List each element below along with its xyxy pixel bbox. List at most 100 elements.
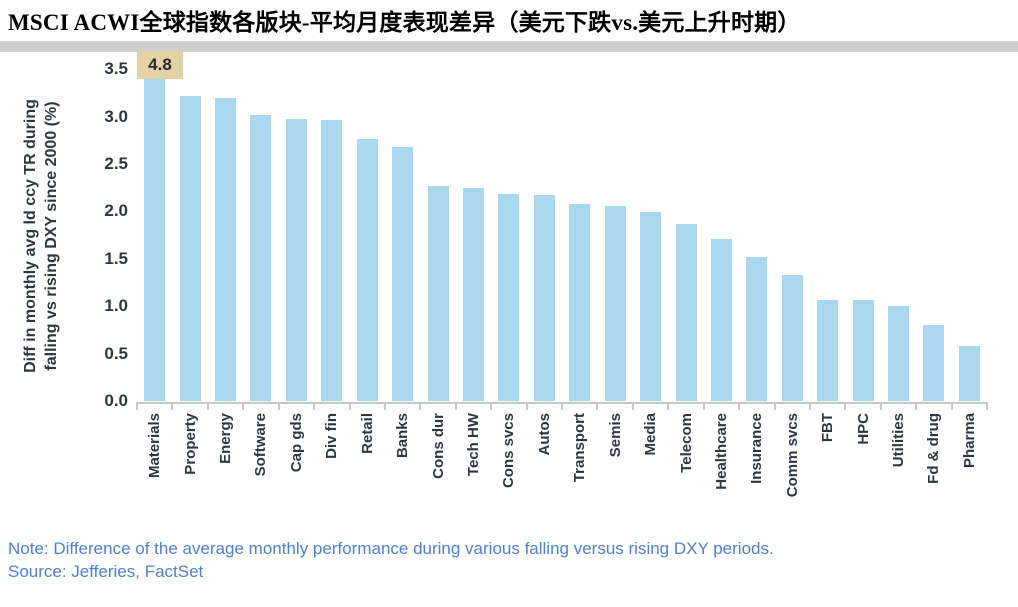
y-tick-label: 2.0 [104, 201, 128, 221]
bar [817, 299, 839, 401]
x-category-cell: Energy [208, 413, 243, 464]
x-category-label: Insurance [748, 413, 766, 484]
x-category-label: Cons dur [429, 413, 447, 479]
source-text: Source: Jefferies, FactSet [8, 562, 204, 581]
x-category-cell: FBT [810, 413, 845, 442]
x-category-label: HPC [854, 413, 872, 445]
x-category-cell: Tech HW [456, 413, 491, 476]
x-category-label: Semis [606, 413, 624, 458]
x-category-cell: Materials [137, 413, 172, 478]
bar [852, 299, 874, 401]
bar [533, 195, 555, 401]
bar-slot-autos [527, 51, 562, 401]
bar [781, 274, 803, 401]
x-category-label: Pharma [960, 413, 978, 469]
bar-slot-tech-hw [456, 51, 491, 401]
x-tick-mark [950, 402, 953, 410]
bar [321, 120, 343, 401]
x-axis-category-labels: Materials Property Energy Software Cap gds Di… [137, 413, 987, 538]
page-title: MSCI ACWI全球指数各版块-平均月度表现差异（美元下跌vs.美元上升时期） [8, 10, 801, 35]
x-tick-mark [136, 402, 138, 410]
x-tick-mark [419, 402, 422, 410]
bar-series [137, 51, 987, 401]
bar-slot-telecom [668, 51, 703, 401]
x-category-label: Transport [571, 413, 589, 483]
x-tick-mark [348, 402, 351, 410]
x-category-cell: Software [243, 413, 278, 476]
bar-slot-fd-drug [916, 51, 951, 401]
x-category-label: Banks [394, 413, 412, 459]
bar [604, 205, 626, 401]
x-tick-mark [844, 402, 847, 410]
x-category-cell: Cap gds [279, 413, 314, 472]
x-category-label: Healthcare [712, 413, 730, 490]
x-category-cell: Insurance [739, 413, 774, 484]
bar-slot-div-fin [314, 51, 349, 401]
x-category-cell: Autos [527, 413, 562, 456]
bar-slot-insurance [739, 51, 774, 401]
x-tick-mark [986, 402, 988, 410]
x-tick-mark [490, 402, 493, 410]
x-category-label: Media [642, 413, 660, 456]
x-category-label: Autos [535, 413, 553, 456]
bar [250, 114, 272, 401]
bar-slot-property [172, 51, 207, 401]
x-category-cell: Fd & drug [916, 413, 951, 484]
y-tick-label: 1.0 [104, 296, 128, 316]
x-category-label: Telecom [677, 413, 695, 473]
x-category-label: Energy [217, 413, 235, 464]
bar-slot-cons-svcs [491, 51, 526, 401]
y-tick-label: 3.0 [104, 106, 128, 126]
x-category-label: Fd & drug [925, 413, 943, 484]
bar [888, 306, 910, 401]
x-tick-mark [242, 402, 245, 410]
bar [144, 51, 166, 401]
bar-slot-cap-gds [279, 51, 314, 401]
x-tick-mark [702, 402, 705, 410]
y-tick-label: 1.5 [104, 248, 128, 268]
x-tick-mark [277, 402, 280, 410]
x-category-cell: Utilities [881, 413, 916, 467]
bar-slot-semis [597, 51, 632, 401]
x-category-cell: HPC [845, 413, 880, 445]
x-tick-mark [525, 402, 528, 410]
x-category-cell: Healthcare [704, 413, 739, 490]
bar [179, 95, 201, 401]
x-category-label: Utilities [890, 413, 908, 468]
x-category-label: Div fin [323, 413, 341, 459]
bar [675, 223, 697, 401]
x-category-cell: Telecom [668, 413, 703, 473]
x-category-cell: Retail [350, 413, 385, 454]
x-category-label: Materials [146, 413, 164, 479]
x-tick-mark [171, 402, 174, 410]
x-category-cell: Comm svcs [775, 413, 810, 497]
bar-slot-retail [350, 51, 385, 401]
bar-slot-transport [562, 51, 597, 401]
bar-slot-utilities [881, 51, 916, 401]
x-category-label: Property [181, 413, 199, 475]
x-category-cell: Media [633, 413, 668, 456]
x-category-cell: Cons dur [420, 413, 455, 479]
bar-slot-media [633, 51, 668, 401]
bar [463, 187, 484, 401]
x-tick-mark [915, 402, 918, 410]
x-category-label: FBT [819, 413, 837, 443]
x-tick-mark [313, 402, 316, 410]
bar-slot-healthcare [704, 51, 739, 401]
x-tick-mark [383, 402, 386, 410]
bar [710, 238, 732, 401]
divider-band [0, 41, 1018, 52]
bar [427, 185, 449, 401]
bar-slot-comm-svcs [775, 51, 810, 401]
bar [392, 146, 414, 401]
x-category-cell: Banks [385, 413, 420, 458]
x-tick-mark [773, 402, 776, 410]
bar-slot-energy [208, 51, 243, 401]
bar-slot-pharma [952, 51, 987, 401]
x-category-cell: Cons svcs [491, 413, 526, 488]
y-tick-label: 0.5 [104, 343, 128, 363]
x-tick-mark [561, 402, 563, 410]
x-category-label: Cons svcs [500, 413, 518, 489]
bar [923, 325, 945, 401]
